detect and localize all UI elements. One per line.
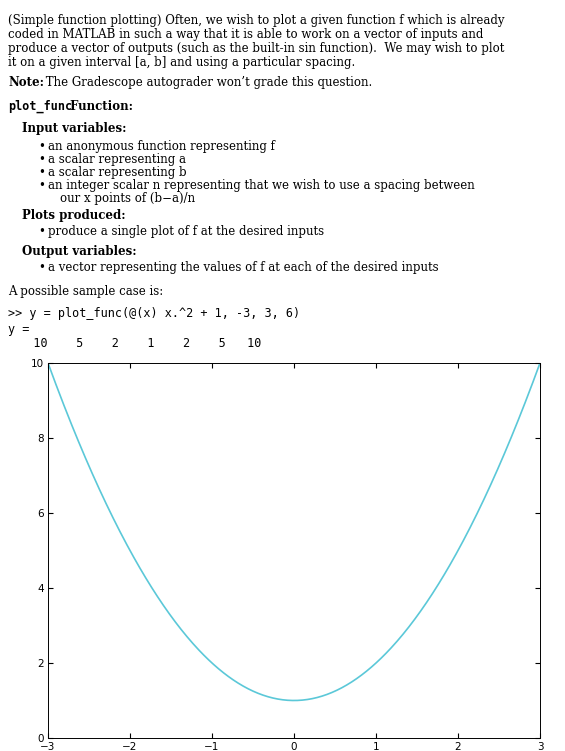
Text: The Gradescope autograder won’t grade this question.: The Gradescope autograder won’t grade th… (42, 76, 372, 89)
Text: Output variables:: Output variables: (22, 245, 137, 258)
Text: •: • (38, 166, 45, 179)
Text: •: • (38, 261, 45, 274)
Text: y =: y = (8, 323, 29, 336)
Text: a scalar representing a: a scalar representing a (48, 153, 186, 166)
Text: plot_func: plot_func (8, 100, 72, 113)
Text: •: • (38, 153, 45, 166)
Text: 10    5    2    1    2    5   10: 10 5 2 1 2 5 10 (12, 337, 262, 350)
Text: A possible sample case is:: A possible sample case is: (8, 285, 163, 298)
Text: produce a vector of outputs (such as the built-in sin function).  We may wish to: produce a vector of outputs (such as the… (8, 42, 505, 55)
Text: Note:: Note: (8, 76, 44, 89)
Text: a scalar representing b: a scalar representing b (48, 166, 186, 179)
Text: Input variables:: Input variables: (22, 122, 127, 135)
Text: produce a single plot of f at the desired inputs: produce a single plot of f at the desire… (48, 225, 324, 238)
Text: coded in MATLAB in such a way that it is able to work on a vector of inputs and: coded in MATLAB in such a way that it is… (8, 28, 484, 41)
Text: it on a given interval [a, b] and using a particular spacing.: it on a given interval [a, b] and using … (8, 56, 355, 69)
Text: a vector representing the values of f at each of the desired inputs: a vector representing the values of f at… (48, 261, 438, 274)
Text: our x points of (b−a)/n: our x points of (b−a)/n (60, 192, 195, 205)
Text: an integer scalar n representing that we wish to use a spacing between: an integer scalar n representing that we… (48, 179, 475, 192)
Text: an anonymous function representing f: an anonymous function representing f (48, 140, 275, 153)
Text: >> y = plot_func(@(x) x.^2 + 1, -3, 3, 6): >> y = plot_func(@(x) x.^2 + 1, -3, 3, 6… (8, 307, 300, 320)
Text: Function:: Function: (66, 100, 133, 113)
Text: Plots produced:: Plots produced: (22, 209, 125, 222)
Text: •: • (38, 140, 45, 153)
Text: (Simple function plotting) Often, we wish to plot a given function f which is al: (Simple function plotting) Often, we wis… (8, 14, 505, 27)
Text: •: • (38, 179, 45, 192)
Text: •: • (38, 225, 45, 238)
